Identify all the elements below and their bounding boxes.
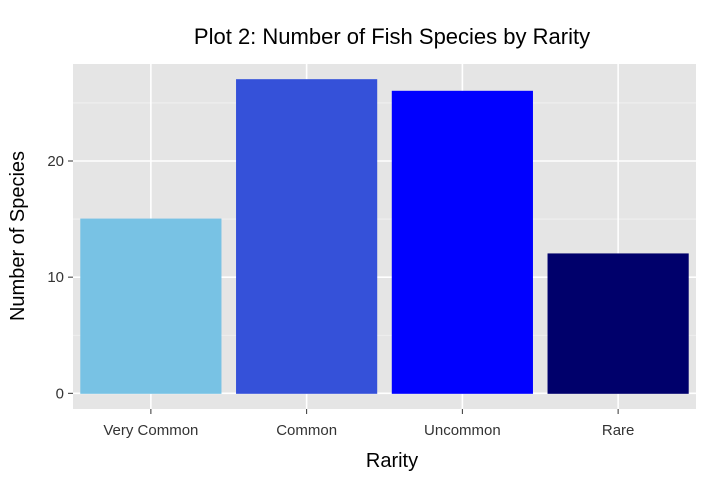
x-axis-title: Rarity [366, 450, 418, 472]
x-tick-label: Very Common [103, 422, 198, 439]
bars [80, 79, 689, 394]
chart-title: Plot 2: Number of Fish Species by Rarity [194, 24, 590, 49]
x-tick-label: Uncommon [424, 422, 501, 439]
bar [80, 218, 222, 394]
y-tick-label: 20 [47, 153, 64, 170]
bar [236, 79, 378, 394]
y-tick-label: 0 [56, 385, 64, 402]
bar [391, 90, 533, 394]
y-axis-title: Number of Species [7, 151, 29, 321]
x-tick-label: Common [276, 422, 337, 439]
bar [547, 253, 689, 394]
x-tick-label: Rare [602, 422, 635, 439]
y-axis-ticks: 0 10 20 [47, 153, 73, 402]
x-axis-ticks: Very Common Common Uncommon Rare [103, 409, 634, 439]
y-tick-label: 10 [47, 269, 64, 286]
